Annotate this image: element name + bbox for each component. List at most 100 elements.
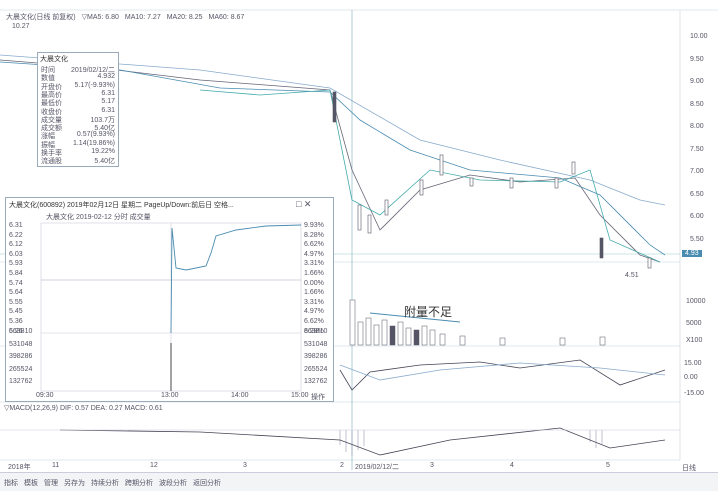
- intraday-graphics: [40, 222, 302, 392]
- date-label: 3: [430, 462, 434, 469]
- info-key: 最低价: [41, 100, 62, 108]
- pct-label: 9.93%: [304, 222, 324, 229]
- volume-label: 531048: [304, 340, 328, 348]
- info-value: 6.31: [101, 106, 115, 114]
- price-label: 7.00: [690, 168, 704, 175]
- price-label: 5.84: [9, 270, 23, 277]
- info-value: 0.57(9.93%): [76, 131, 115, 139]
- tab[interactable]: 跨期分析: [125, 480, 153, 487]
- tab-bar: 指标 模板 管理 另存为 持续分析 跨期分析 波段分析 返回分析: [0, 472, 718, 491]
- volume-label: X100: [686, 337, 703, 344]
- info-value: 5.40亿: [94, 158, 115, 166]
- tab[interactable]: 持续分析: [91, 480, 119, 487]
- info-key: 涨幅: [41, 133, 55, 141]
- chart-header: 大晨文化(日线 前复权) ▽MA5: 6.80 MA10: 7.27 MA20: 8.…: [6, 12, 250, 22]
- info-key: 数值: [41, 75, 55, 83]
- pct-label: 3.31%: [304, 260, 324, 268]
- date-label: 3: [243, 462, 247, 469]
- price-label: 6.12: [9, 241, 23, 249]
- volume-label: 5000: [686, 320, 702, 327]
- pct-label: 3.31%: [304, 298, 324, 306]
- intraday-subtitle: 大晨文化 2019-02-12 分时 成交量: [46, 214, 151, 221]
- volume-note: 附量不足: [404, 305, 453, 319]
- info-value: 19.22%: [91, 148, 115, 155]
- info-title: 大晨文化: [40, 56, 68, 63]
- tab[interactable]: 指标: [4, 480, 18, 487]
- volume-label: 663810: [304, 328, 328, 335]
- price-label: 6.00: [690, 213, 704, 220]
- date-label: 4: [510, 462, 514, 469]
- date-label: 2: [340, 462, 344, 469]
- indicator-label: -15.00: [684, 390, 704, 397]
- price-label: 6.03: [9, 250, 23, 258]
- price-label: 5.55: [9, 298, 23, 306]
- header-item: MA20: 8.25: [166, 14, 203, 21]
- period[interactable]: 日线: [682, 465, 696, 472]
- price-label: 5.93: [9, 260, 23, 268]
- pct-label: 6.62%: [304, 241, 324, 249]
- window-buttons[interactable]: □ ✕: [296, 199, 312, 209]
- price-label: 5.74: [9, 279, 23, 287]
- price-label: 5.64: [9, 289, 23, 297]
- low-marker: 4.51: [625, 272, 639, 279]
- volume-label: 132762: [9, 378, 33, 385]
- info-value: 2019/02/12/二: [71, 67, 115, 74]
- volume-label: 132762: [304, 378, 328, 385]
- pct-label: 6.62%: [304, 318, 324, 325]
- date-label: 12: [150, 462, 158, 469]
- price-label: 7.50: [690, 145, 704, 153]
- pct-label: 4.97%: [304, 308, 324, 316]
- pct-label: 4.97%: [304, 250, 324, 258]
- tab[interactable]: 模板: [24, 480, 38, 487]
- header-item: 大晨文化(日线 前复权): [6, 14, 76, 21]
- info-key: 收盘价: [41, 108, 62, 116]
- date-label: 11: [52, 462, 60, 469]
- price-label: 6.22: [9, 231, 23, 239]
- info-value: 103.7万: [90, 116, 115, 124]
- time-label: 09:30: [36, 392, 54, 399]
- price-label: 8.00: [690, 123, 704, 130]
- tab[interactable]: 波段分析: [159, 480, 187, 487]
- price-label: 5.45: [9, 308, 23, 316]
- pct-label: 1.66%: [304, 270, 324, 277]
- volume-label: 265524: [304, 365, 328, 373]
- info-value: 4.932: [97, 73, 115, 81]
- volume-label: 265524: [9, 365, 33, 373]
- info-key: 换手率: [41, 150, 62, 157]
- pct-label: 0.00%: [304, 279, 324, 287]
- pct-label: 1.66%: [304, 289, 324, 297]
- time-label: 13:00: [161, 392, 179, 399]
- header-item: MA60: 8.67: [208, 14, 245, 21]
- price-label: 6.31: [9, 222, 23, 229]
- pct-label: 8.28%: [304, 231, 324, 239]
- tab[interactable]: 返回分析: [193, 480, 221, 487]
- header-item: MA10: 7.27: [124, 14, 161, 21]
- price-label: 5.50: [690, 235, 704, 243]
- info-key: 时间: [41, 67, 55, 74]
- high-marker: 10.27: [12, 23, 30, 30]
- info-key: 成交额: [41, 125, 62, 133]
- indicator-label: 15.00: [684, 360, 702, 367]
- current-price: 4.93: [682, 250, 702, 257]
- intraday-title: 大晨文化(600892) 2019年02月12日 星期二 PageUp/Down…: [9, 202, 234, 209]
- info-value: 5.40亿: [94, 125, 115, 133]
- volume-label: 10000: [686, 298, 706, 305]
- tab[interactable]: 管理: [44, 480, 58, 487]
- price-label: 10.00: [690, 33, 708, 40]
- indicator-label: 0.00: [684, 374, 698, 381]
- info-box: 大晨文化 时间 2019/02/12/二 数值 4.932 开盘价 5.17(-9.93%…: [37, 52, 119, 167]
- macd-header: ▽MACD(12,26,9) DIF: 0.57 DEA: 0.27 MACD:…: [4, 405, 163, 412]
- volume-label: 663810: [9, 328, 33, 335]
- price-label: 6.50: [690, 190, 704, 198]
- volume-label: 398286: [304, 353, 328, 360]
- info-key: 流通股: [41, 158, 62, 166]
- time-label: 14:00: [231, 392, 249, 399]
- date-label: 5: [606, 462, 610, 469]
- info-value: 5.17(-9.93%): [74, 81, 115, 89]
- info-key: 振幅: [41, 141, 55, 149]
- action-button[interactable]: 操作: [311, 394, 325, 401]
- tab[interactable]: 另存为: [64, 480, 85, 487]
- time-label: 15:00: [291, 392, 309, 399]
